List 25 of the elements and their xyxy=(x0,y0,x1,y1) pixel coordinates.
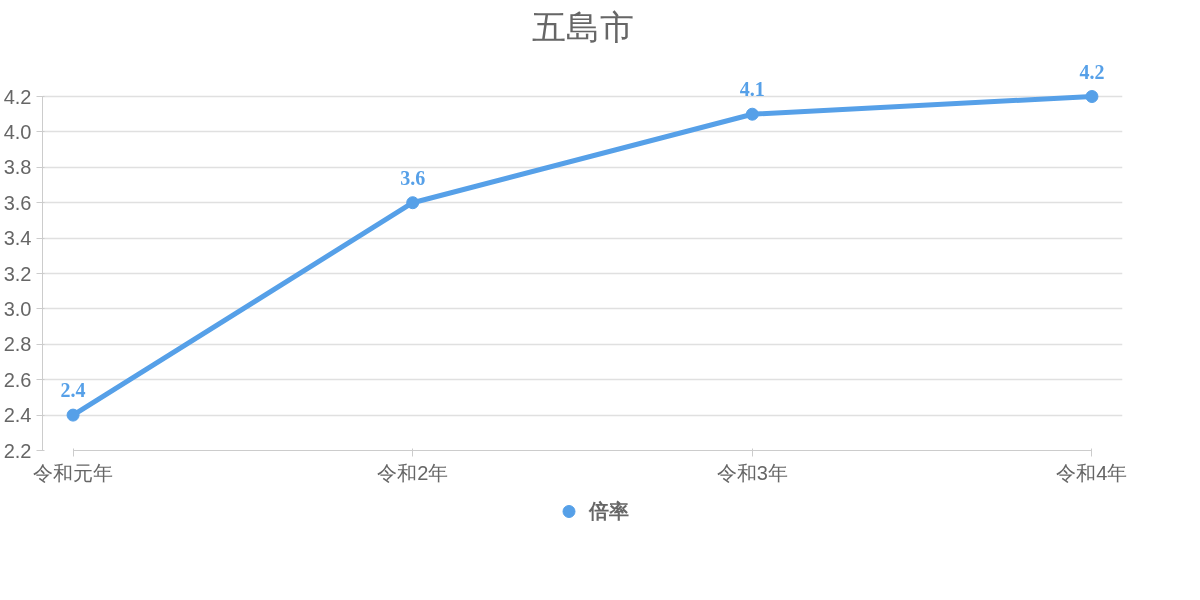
y-tick-label: 2.8 xyxy=(3,333,32,356)
y-tick-label: 2.4 xyxy=(3,404,32,427)
data-label: 3.6 xyxy=(400,166,426,189)
y-tick-label: 3.0 xyxy=(3,297,32,320)
x-tick-label: 令和2年 xyxy=(377,461,449,484)
x-tick-label: 令和4年 xyxy=(1056,461,1128,484)
chart-title: 五島市 xyxy=(531,7,634,46)
point xyxy=(745,107,759,121)
point xyxy=(66,408,80,422)
y-tick-label: 2.2 xyxy=(3,439,32,462)
point xyxy=(406,196,420,210)
x-tick-label: 令和3年 xyxy=(716,461,788,484)
x-tick-label: 令和元年 xyxy=(33,461,114,484)
y-tick-label: 2.6 xyxy=(3,368,32,391)
y-tick-label: 4.2 xyxy=(3,85,32,108)
point xyxy=(1085,90,1099,104)
data-label: 2.4 xyxy=(60,379,86,402)
y-tick-label: 3.2 xyxy=(3,262,32,285)
y-tick-label: 3.6 xyxy=(3,191,32,214)
data-label: 4.1 xyxy=(739,78,765,101)
y-tick-label: 3.8 xyxy=(3,156,32,179)
legend-label: 倍率 xyxy=(588,498,629,524)
y-tick-label: 4.0 xyxy=(3,120,32,143)
y-tick-label: 3.4 xyxy=(3,227,32,250)
data-label: 4.2 xyxy=(1079,60,1105,83)
